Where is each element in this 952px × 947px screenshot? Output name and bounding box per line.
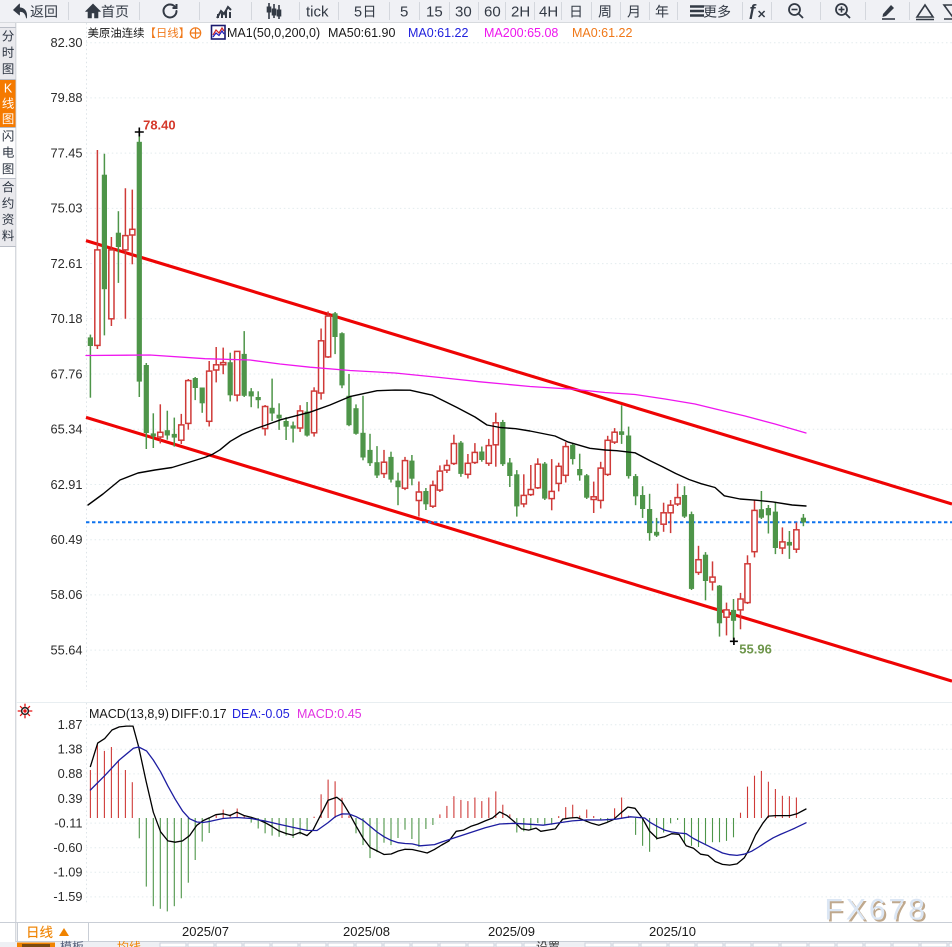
svg-text:-0.11: -0.11 (54, 815, 82, 830)
svg-text:2025/10: 2025/10 (649, 924, 696, 939)
svg-text:K: K (4, 82, 13, 96)
svg-text:0.88: 0.88 (58, 766, 83, 781)
svg-text:tick: tick (306, 4, 329, 21)
svg-text:-1.09: -1.09 (53, 865, 82, 880)
svg-text:82.30: 82.30 (50, 35, 82, 50)
svg-text:0.39: 0.39 (58, 791, 83, 806)
svg-text:-0.60: -0.60 (53, 840, 82, 855)
svg-text:77.45: 77.45 (50, 145, 82, 160)
svg-text:FX678: FX678 (825, 894, 928, 927)
svg-text:MA0:61.22: MA0:61.22 (408, 26, 469, 40)
svg-text:2025/07: 2025/07 (182, 924, 229, 939)
svg-text:MA1(50,0,200,0): MA1(50,0,200,0) (227, 26, 320, 40)
svg-text:58.06: 58.06 (50, 587, 82, 602)
svg-text:MA50:61.90: MA50:61.90 (328, 26, 395, 40)
svg-text:MACD(13,8,9): MACD(13,8,9) (89, 707, 169, 721)
svg-text:1.87: 1.87 (58, 717, 83, 732)
svg-text:✕: ✕ (757, 9, 766, 21)
svg-text:MACD:0.45: MACD:0.45 (297, 707, 362, 721)
svg-text:DIFF:0.17: DIFF:0.17 (171, 707, 227, 721)
svg-text:DEA:-0.05: DEA:-0.05 (232, 707, 290, 721)
svg-text:1.38: 1.38 (58, 742, 83, 757)
svg-text:5: 5 (354, 5, 362, 21)
svg-text:72.61: 72.61 (50, 256, 82, 271)
svg-text:65.34: 65.34 (50, 422, 82, 437)
svg-text:2025/08: 2025/08 (343, 924, 390, 939)
svg-text:MA0:61.22: MA0:61.22 (572, 26, 633, 40)
svg-text:70.18: 70.18 (50, 311, 82, 326)
svg-text:4H: 4H (539, 4, 558, 21)
svg-text:30: 30 (455, 4, 472, 21)
svg-text:60: 60 (484, 4, 501, 21)
svg-text:55.96: 55.96 (739, 641, 772, 656)
svg-text:15: 15 (426, 4, 443, 21)
svg-text:5: 5 (400, 4, 408, 21)
svg-text:2H: 2H (511, 4, 530, 21)
svg-text:62.91: 62.91 (50, 477, 82, 492)
svg-text:75.03: 75.03 (50, 201, 82, 216)
svg-text:67.76: 67.76 (50, 366, 82, 381)
svg-text:MA200:65.08: MA200:65.08 (484, 26, 558, 40)
svg-text:79.88: 79.88 (50, 90, 82, 105)
svg-text:-1.59: -1.59 (53, 889, 82, 904)
svg-text:2025/09: 2025/09 (488, 924, 535, 939)
svg-text:60.49: 60.49 (50, 532, 82, 547)
svg-text:55.64: 55.64 (50, 642, 82, 657)
svg-text:ƒ: ƒ (748, 1, 757, 20)
svg-text:78.40: 78.40 (143, 118, 176, 133)
